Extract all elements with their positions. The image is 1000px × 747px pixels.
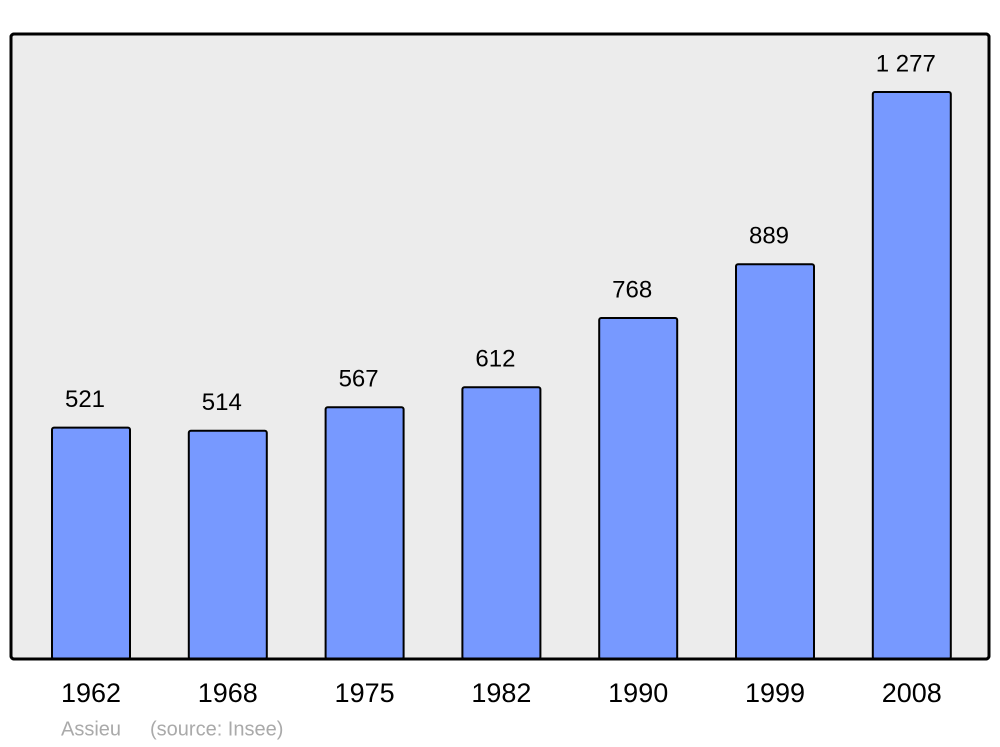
value-label: 768 bbox=[612, 276, 652, 303]
value-label: 1 277 bbox=[876, 50, 936, 77]
x-tick-label: 1982 bbox=[471, 678, 531, 708]
bar bbox=[735, 263, 815, 660]
x-tick-label: 2008 bbox=[882, 678, 942, 708]
source-note: (source: Insee) bbox=[150, 718, 283, 740]
bar bbox=[461, 386, 542, 660]
bar bbox=[598, 317, 679, 660]
x-tick-label: 1999 bbox=[745, 678, 805, 708]
value-label: 612 bbox=[475, 346, 515, 373]
x-tick-label: 1968 bbox=[198, 678, 258, 708]
value-label: 889 bbox=[749, 223, 789, 250]
bar bbox=[51, 426, 131, 661]
bar bbox=[871, 91, 952, 660]
bar bbox=[187, 429, 268, 660]
x-tick-label: 1990 bbox=[608, 678, 668, 708]
x-tick-label: 1962 bbox=[61, 678, 121, 708]
commune-name: Assieu bbox=[61, 718, 121, 740]
x-tick-label: 1975 bbox=[335, 678, 395, 708]
plot-frame-border bbox=[9, 32, 991, 661]
value-label: 567 bbox=[339, 366, 379, 393]
value-label: 521 bbox=[65, 386, 105, 413]
bar bbox=[324, 406, 405, 660]
value-label: 514 bbox=[202, 389, 242, 416]
